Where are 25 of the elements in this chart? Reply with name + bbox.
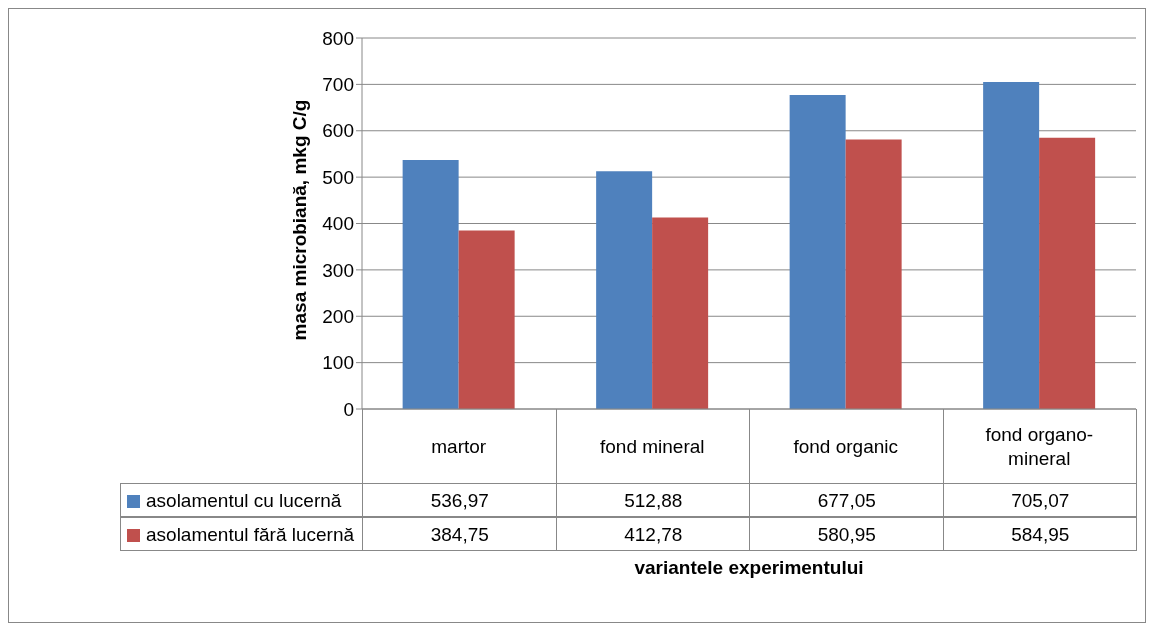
x-tick-label: martor [431, 435, 487, 457]
legend-label: asolamentul cu lucernă [146, 490, 342, 512]
data-label: 412,78 [623, 523, 684, 547]
x-axis-title: variantele experimentului [633, 557, 865, 579]
y-tick-label: 700 [322, 74, 354, 96]
y-tick-label: 300 [322, 259, 354, 281]
data-label: 584,95 [1010, 523, 1071, 547]
x-tick-label: fond mineral [599, 435, 705, 457]
y-tick-label: 200 [322, 305, 354, 327]
y-tick-label: 500 [322, 166, 354, 188]
y-axis-title: masa microbiană, mkg C/g [289, 99, 311, 341]
y-tick-label: 800 [322, 27, 354, 49]
legend-label: asolamentul fără lucernă [146, 524, 355, 546]
x-tick-label: fond organic [793, 435, 899, 457]
data-label: 512,88 [623, 489, 684, 513]
y-tick-label: 600 [322, 120, 354, 142]
data-label: 536,97 [429, 489, 490, 513]
data-label: 580,95 [816, 523, 877, 547]
data-label: 677,05 [816, 489, 877, 513]
y-tick-label: 400 [322, 213, 354, 235]
x-tick-label: fond organo-mineral [985, 423, 1094, 469]
y-tick-label: 100 [322, 352, 354, 374]
y-tick-label: 0 [343, 398, 354, 420]
data-label: 384,75 [429, 523, 490, 547]
data-label: 705,07 [1010, 489, 1071, 513]
